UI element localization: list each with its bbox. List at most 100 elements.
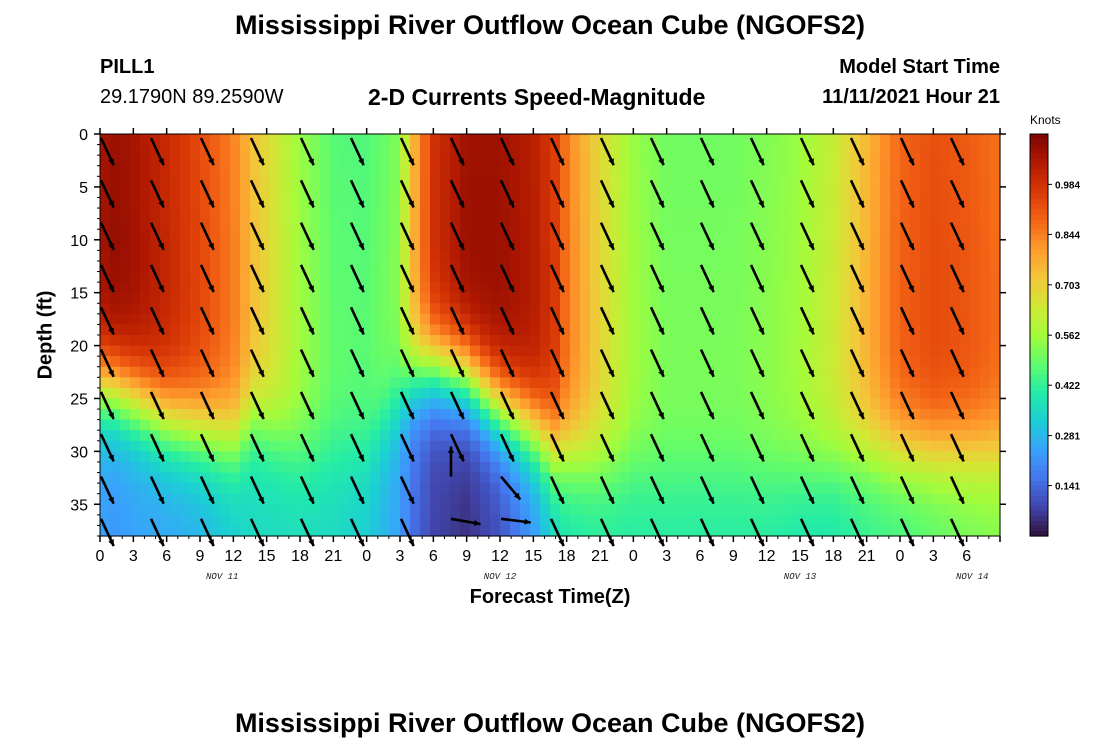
current-arrow	[599, 475, 615, 505]
heatmap-cell	[510, 398, 521, 410]
heatmap-cell	[810, 282, 821, 294]
heatmap-cell	[250, 165, 261, 177]
current-arrow	[949, 137, 965, 166]
heatmap-cell	[100, 377, 111, 389]
heatmap-cell	[360, 472, 371, 484]
heatmap-cell	[980, 398, 991, 410]
heatmap-cell	[490, 292, 501, 304]
heatmap-cell	[520, 186, 531, 199]
heatmap-cell	[540, 186, 551, 199]
heatmap-cell	[780, 409, 791, 421]
heatmap-cell	[330, 493, 341, 505]
heatmap-cell	[770, 303, 781, 315]
heatmap-cell	[250, 335, 261, 347]
heatmap-cell	[140, 282, 151, 294]
heatmap-cell	[130, 271, 141, 283]
heatmap-cell	[760, 292, 771, 304]
heatmap-cell	[320, 345, 331, 357]
heatmap-cell	[760, 176, 771, 188]
heatmap-cell	[530, 165, 541, 177]
heatmap-cell	[380, 472, 391, 484]
heatmap-cell	[390, 155, 401, 167]
heatmap-cell	[920, 472, 931, 484]
heatmap-cell	[740, 134, 751, 146]
current-arrow	[549, 137, 565, 166]
heatmap-cell	[540, 260, 551, 273]
heatmap-cell	[130, 419, 141, 431]
heatmap-cell	[880, 472, 891, 484]
heatmap-cell	[200, 239, 211, 251]
heatmap-cell	[450, 493, 461, 505]
heatmap-cell	[820, 504, 831, 516]
heatmap-cell	[680, 419, 691, 431]
heatmap-cell	[980, 250, 991, 262]
heatmap-cell	[480, 144, 491, 156]
heatmap-cell	[280, 218, 291, 230]
heatmap-cell	[940, 419, 951, 431]
heatmap-cell	[420, 144, 431, 156]
heatmap-cell	[620, 197, 631, 209]
heatmap-cell	[190, 409, 201, 421]
heatmap-cell	[420, 218, 431, 230]
heatmap-cell	[710, 366, 721, 378]
heatmap-cell	[590, 430, 601, 442]
colorbar-segment	[1030, 199, 1048, 205]
heatmap-cell	[540, 493, 551, 505]
heatmap-cell	[410, 134, 421, 146]
heatmap-cell	[940, 451, 951, 463]
heatmap-cell	[970, 514, 981, 527]
heatmap-cell	[810, 472, 821, 484]
heatmap-cell	[420, 324, 431, 336]
heatmap-cell	[820, 218, 831, 230]
heatmap-cell	[880, 271, 891, 283]
heatmap-cell	[480, 377, 491, 389]
heatmap-cell	[460, 197, 471, 209]
heatmap-cell	[240, 208, 251, 220]
heatmap-cell	[590, 324, 601, 336]
heatmap-cell	[880, 493, 891, 505]
heatmap-cell	[210, 345, 221, 357]
heatmap-cell	[290, 461, 301, 474]
heatmap-cell	[570, 303, 581, 315]
heatmap-cell	[510, 218, 521, 230]
heatmap-cell	[600, 218, 611, 230]
heatmap-cell	[760, 451, 771, 463]
heatmap-cell	[800, 250, 811, 262]
heatmap-cell	[940, 282, 951, 294]
heatmap-cell	[150, 208, 161, 220]
heatmap-cell	[520, 472, 531, 484]
heatmap-cell	[590, 387, 601, 400]
heatmap-cell	[130, 440, 141, 452]
heatmap-cell	[590, 197, 601, 209]
current-arrow	[749, 518, 765, 547]
heatmap-cell	[850, 377, 861, 389]
current-arrow	[549, 264, 565, 293]
heatmap-cell	[750, 197, 761, 209]
heatmap-cell	[460, 271, 471, 283]
heatmap-cell	[240, 398, 251, 410]
colorbar-segment	[1030, 455, 1048, 462]
heatmap-cell	[580, 377, 591, 389]
heatmap-cell	[610, 451, 621, 463]
heatmap-cell	[610, 335, 621, 347]
heatmap-cell	[390, 218, 401, 230]
heatmap-cell	[720, 525, 731, 537]
heatmap-cell	[340, 313, 351, 326]
heatmap-cell	[180, 303, 191, 315]
heatmap-cell	[530, 313, 541, 326]
heatmap-cell	[180, 525, 191, 537]
heatmap-cell	[710, 440, 721, 452]
heatmap-cell	[410, 377, 421, 389]
heatmap-cell	[520, 345, 531, 357]
heatmap-cell	[110, 335, 121, 347]
heatmap-cell	[920, 483, 931, 495]
heatmap-cell	[910, 271, 921, 283]
heatmap-cell	[150, 292, 161, 304]
heatmap-cell	[410, 218, 421, 230]
heatmap-cell	[390, 398, 401, 410]
heatmap-cell	[480, 366, 491, 378]
heatmap-cell	[630, 525, 641, 537]
heatmap-cell	[120, 250, 131, 262]
heatmap-cell	[590, 144, 601, 156]
heatmap-cell	[950, 430, 961, 442]
